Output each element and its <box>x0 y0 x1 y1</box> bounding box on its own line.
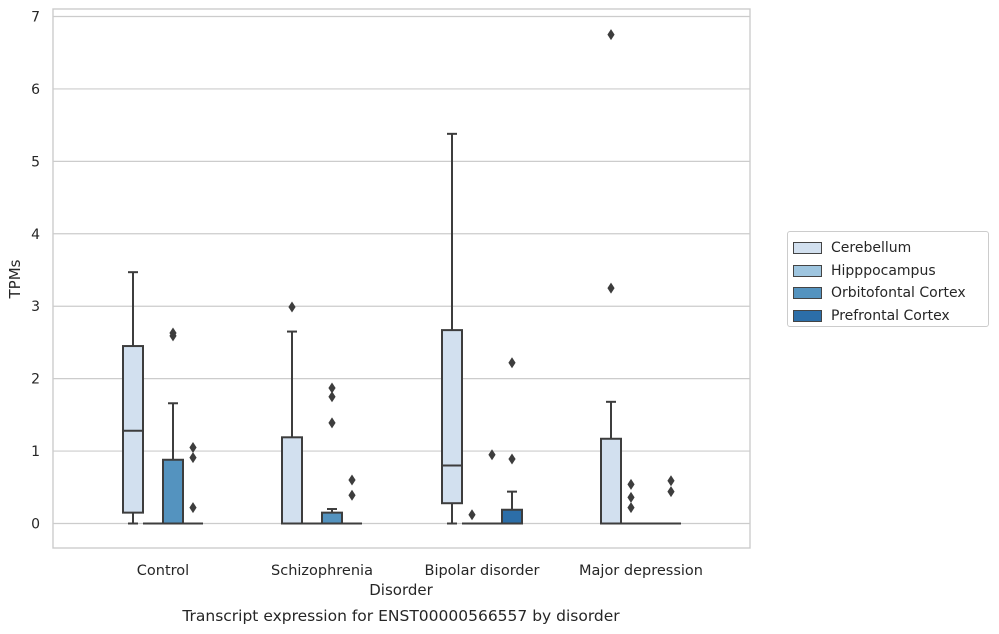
y-tick-label: 3 <box>31 299 40 315</box>
y-tick-label: 7 <box>31 10 40 26</box>
y-axis-label: TPMs <box>6 259 24 299</box>
box <box>600 437 622 525</box>
box-plot <box>661 475 681 525</box>
box-plot <box>183 441 203 525</box>
y-tick-label: 4 <box>31 227 40 243</box>
x-tick-label: Schizophrenia <box>271 563 373 579</box>
outlier-point <box>667 475 675 487</box>
x-tick-label: Bipolar disorder <box>425 563 540 579</box>
outlier-point <box>488 449 496 461</box>
x-tick-label: Major depression <box>579 563 703 579</box>
y-tick-label: 0 <box>31 517 40 533</box>
x-tick-labels: Control Schizophrenia Bipolar disorder Majo… <box>137 563 703 579</box>
box <box>441 329 463 505</box>
outlier-point <box>189 452 197 464</box>
legend-swatch-hippocampus <box>793 264 822 277</box>
box-plot <box>621 478 641 525</box>
y-tick-label: 1 <box>31 444 40 460</box>
outlier-point <box>328 382 336 394</box>
x-tick-label: Control <box>137 563 189 579</box>
legend-item: Prefrontal Cortex <box>793 305 988 328</box>
outlier-point <box>348 474 356 486</box>
legend-label: Orbitofontal Cortex <box>831 285 966 302</box>
y-tick-label: 5 <box>31 154 40 170</box>
outlier-point <box>627 478 635 490</box>
legend-item: Hipppocampus <box>793 260 988 283</box>
box-plot <box>342 474 362 525</box>
box-plot <box>600 29 622 525</box>
box <box>162 458 184 525</box>
y-tick-label: 6 <box>31 82 40 98</box>
legend-label: Cerebellum <box>831 240 912 257</box>
y-tick-labels: 0 1 2 3 4 5 6 7 <box>31 10 40 533</box>
legend-item: Orbitofontal Cortex <box>793 282 988 305</box>
outlier-point <box>667 486 675 498</box>
legend-item: Cerebellum <box>793 237 988 260</box>
chart-title: Transcript expression for ENST0000056655… <box>181 607 620 625</box>
box-plot <box>501 357 523 525</box>
y-tick-label: 2 <box>31 372 40 388</box>
legend-swatch-orbitofrontal <box>793 287 822 300</box>
outlier-point <box>627 502 635 514</box>
plot-frame <box>52 8 751 549</box>
box-layer <box>122 29 681 525</box>
legend-swatch-cerebellum <box>793 242 822 255</box>
box-plot <box>441 132 463 525</box>
box-plot <box>321 382 343 525</box>
outlier-point <box>288 301 296 313</box>
box <box>122 345 144 514</box>
legend-label: Prefrontal Cortex <box>831 308 950 325</box>
outlier-point <box>189 441 197 453</box>
outlier-point <box>607 282 615 294</box>
box-plot <box>482 449 502 525</box>
box-plot <box>162 327 184 525</box>
box-plot <box>281 301 303 525</box>
legend-label: Hipppocampus <box>831 262 936 279</box>
outlier-point <box>169 327 177 339</box>
outlier-point <box>508 357 516 369</box>
outlier-point <box>468 509 476 521</box>
plot-background <box>53 9 750 548</box>
outlier-point <box>328 417 336 429</box>
outlier-point <box>627 491 635 503</box>
box-plot <box>462 509 482 525</box>
legend-swatch-prefrontal <box>793 310 822 323</box>
box <box>281 436 303 525</box>
box <box>321 511 343 525</box>
box-plot <box>122 271 144 525</box>
outlier-point <box>189 502 197 514</box>
outlier-point <box>508 453 516 465</box>
box <box>501 508 523 525</box>
x-axis-label: Disorder <box>369 581 433 599</box>
outlier-point <box>328 391 336 403</box>
outlier-point <box>607 29 615 41</box>
legend: Cerebellum Hipppocampus Orbitofontal Cor… <box>787 231 989 327</box>
outlier-point <box>348 489 356 501</box>
